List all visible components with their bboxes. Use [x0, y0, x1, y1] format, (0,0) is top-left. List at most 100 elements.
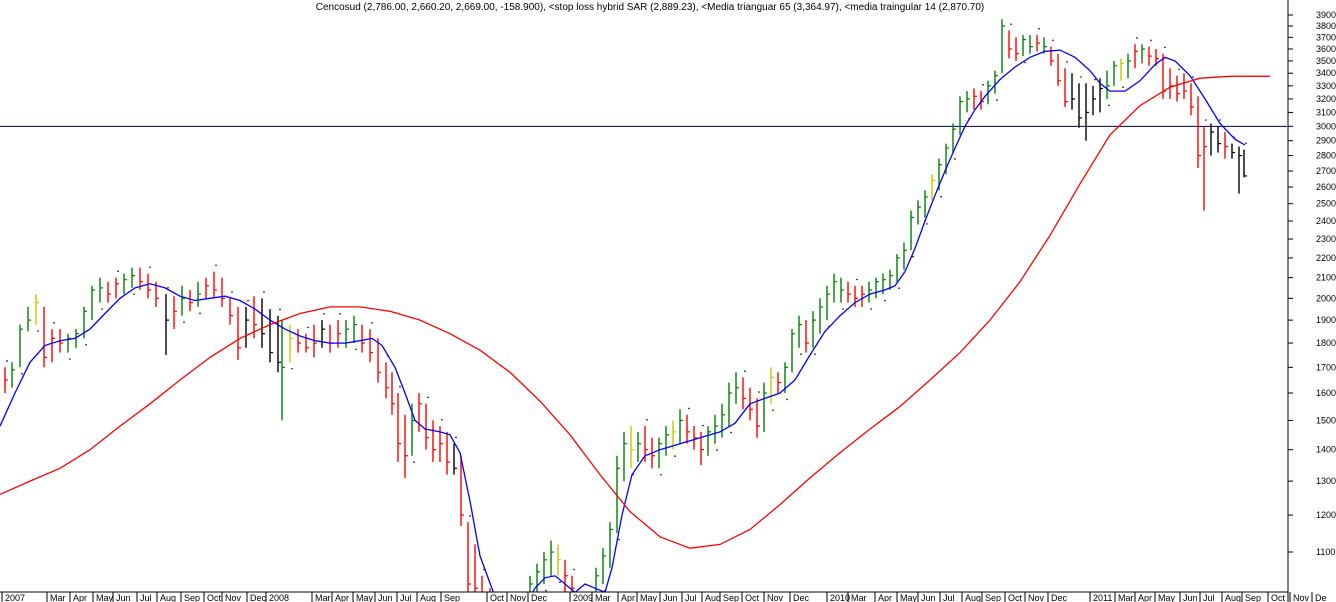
y-tick-label: 3700: [1316, 32, 1336, 42]
ohlc-bar: [35, 294, 39, 325]
sar-dot: [1066, 61, 1068, 63]
sar-dot: [898, 287, 900, 289]
sar-dot: [1122, 86, 1124, 88]
ohlc-bar: [67, 333, 71, 353]
ohlc-bar: [931, 174, 935, 201]
ohlc-bar: [1050, 46, 1054, 66]
ohlc-bar: [966, 91, 970, 113]
ohlc-bar: [1092, 85, 1096, 116]
y-tick-label: 2700: [1316, 166, 1336, 176]
sar-dot: [1080, 76, 1082, 78]
x-tick-label: May: [1158, 593, 1176, 602]
ohlc-bar: [917, 200, 921, 225]
ohlc-bar: [721, 403, 725, 438]
ohlc-bar: [707, 426, 711, 456]
ohlc-bar: [51, 329, 55, 363]
ohlc-bar: [529, 575, 533, 592]
x-tick-label: May: [96, 593, 114, 602]
ohlc-bar: [147, 273, 151, 299]
y-tick-label: 3400: [1316, 68, 1336, 78]
x-tick-label: De: [1315, 593, 1327, 602]
y-tick-label: 2400: [1316, 216, 1336, 226]
x-tick-label: Aug: [705, 593, 721, 602]
ohlc-bar: [453, 443, 457, 475]
sar-dot: [1108, 104, 1110, 107]
sar-dot: [355, 348, 357, 351]
sar-dot: [21, 372, 23, 375]
x-tick-label: May: [900, 593, 918, 602]
sar-dot: [215, 264, 217, 267]
ohlc-bar: [1183, 73, 1187, 99]
x-tick-label: Aug: [1225, 593, 1241, 602]
ohlc-bar: [959, 96, 963, 135]
x-tick-label: Oct: [1008, 593, 1023, 602]
ohlc-bar: [564, 559, 568, 592]
x-tick-label: Dec: [793, 593, 810, 602]
ohlc-bar: [735, 372, 739, 404]
x-tick-label: Nov: [1028, 593, 1045, 602]
x-tick-label: Apr: [73, 593, 87, 602]
sar-dot: [291, 367, 293, 370]
ohlc-bar: [1113, 60, 1117, 86]
sar-dot: [117, 270, 119, 273]
sar-dot: [133, 293, 135, 296]
ohlc-bar: [1134, 44, 1138, 69]
x-tick-label: 2009: [573, 593, 593, 602]
ohlc-bar: [107, 281, 111, 303]
ohlc-bar: [1231, 143, 1235, 159]
y-tick-label: 1900: [1316, 315, 1336, 325]
ohlc-bar: [321, 320, 325, 348]
x-tick-label: Mar: [851, 593, 867, 602]
ohlc-bar: [369, 329, 373, 363]
sar-dot: [545, 589, 547, 592]
chart-title: Cencosud (2,786.00, 2,660.20, 2,669.00, …: [316, 2, 984, 13]
ohlc-bar: [4, 367, 8, 394]
ohlc-bar: [91, 285, 95, 321]
ohlc-bar: [777, 372, 781, 394]
sar-dot: [469, 515, 471, 517]
y-tick-label: 2100: [1316, 273, 1336, 283]
ohlc-bar: [245, 306, 249, 348]
x-tick-label: Sep: [444, 593, 460, 602]
x-tick-label: Oct: [490, 593, 505, 602]
y-tick-label: 3800: [1316, 21, 1336, 31]
ohlc-bar: [756, 398, 760, 438]
sar-dot: [786, 398, 788, 401]
x-tick-label: Jun: [378, 593, 393, 602]
ohlc-bar: [557, 544, 561, 576]
ohlc-bar: [1071, 73, 1075, 110]
x-tick-label: Aug: [965, 593, 981, 602]
ohlc-bar: [11, 362, 15, 388]
ohlc-bar: [1085, 83, 1089, 141]
sar-dot: [1010, 23, 1012, 25]
sar-dot: [814, 353, 816, 356]
ohlc-bar: [714, 414, 718, 444]
ohlc-bar: [19, 324, 23, 368]
sar-dot: [101, 308, 103, 310]
sar-dot: [1150, 39, 1152, 42]
sar-dot: [1094, 78, 1096, 81]
series-line: [0, 49, 1246, 592]
ohlc-bar: [1238, 146, 1242, 194]
ohlc-bar: [281, 320, 285, 421]
sar-dot: [85, 343, 87, 346]
sar-dot: [1164, 46, 1166, 49]
x-tick-label: Jun: [663, 593, 678, 602]
ohlc-bar: [432, 420, 436, 462]
sar-dot: [646, 418, 648, 421]
ohlc-bar: [27, 306, 31, 332]
y-tick-label: 3900: [1316, 10, 1336, 20]
ohlc-bar: [221, 277, 225, 307]
x-tick-label: Jun: [1183, 593, 1198, 602]
x-tick-label: Jun: [116, 593, 131, 602]
ohlc-bar: [1120, 58, 1124, 81]
ohlc-bar: [1036, 35, 1040, 52]
sar-dot: [559, 581, 561, 584]
ohlc-bar: [763, 382, 767, 432]
y-tick-label: 2600: [1316, 182, 1336, 192]
sar-dot: [1178, 68, 1180, 71]
y-tick-label: 1400: [1316, 445, 1336, 455]
sar-dot: [263, 291, 265, 293]
ohlc-bar: [1210, 123, 1214, 156]
